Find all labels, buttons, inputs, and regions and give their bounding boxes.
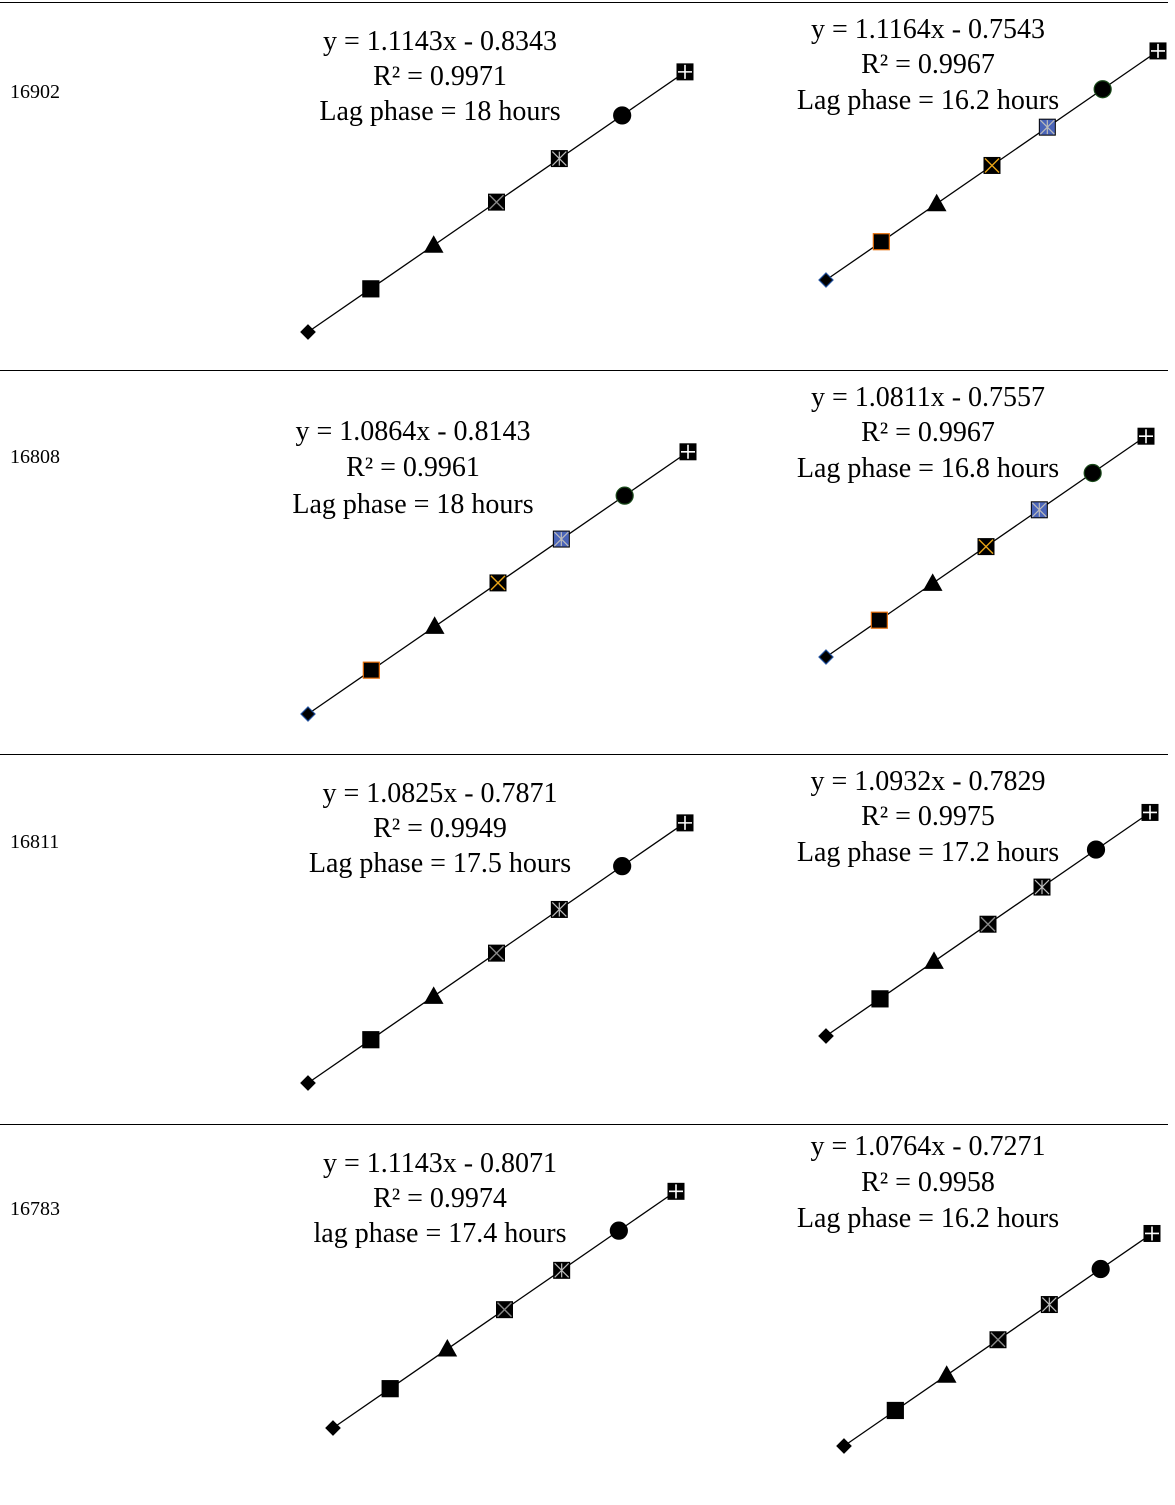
data-point-square — [362, 661, 380, 679]
data-point-square — [871, 990, 889, 1008]
data-point-x-square — [489, 574, 507, 592]
lag-phase-label: lag phase = 17.4 hours — [314, 1218, 567, 1249]
data-point-triangle — [936, 1365, 957, 1383]
data-point-x-square — [977, 538, 995, 556]
regression-equation: y = 1.1143x - 0.8071 — [323, 1148, 557, 1179]
data-point-square — [381, 1380, 399, 1398]
data-point-plus-square — [679, 443, 697, 461]
data-point-x-square — [496, 1301, 513, 1319]
data-point-circle — [609, 1221, 628, 1240]
regression-panel: y = 1.0932x - 0.7829 R² = 0.9975 Lag phase… — [797, 766, 1159, 1044]
r-squared-value: R² = 0.9949 — [373, 813, 507, 844]
r-squared-value: R² = 0.9975 — [861, 801, 995, 832]
data-point-plus-square — [1141, 803, 1159, 821]
lag-phase-label: Lag phase = 18 hours — [319, 96, 560, 127]
data-point-diamond — [836, 1438, 852, 1454]
lag-phase-label: Lag phase = 17.2 hours — [797, 837, 1059, 868]
regression-panel: y = 1.1164x - 0.7543 R² = 0.9967 Lag phase… — [797, 14, 1167, 288]
r-squared-value: R² = 0.9974 — [373, 1183, 507, 1214]
data-point-x-square — [488, 193, 505, 211]
data-point-triangle — [922, 573, 943, 591]
data-point-diamond — [818, 1028, 834, 1044]
data-point-square — [870, 611, 888, 629]
row-label: 16811 — [10, 831, 60, 853]
row-label: 16808 — [10, 446, 60, 468]
row-label: 16902 — [10, 81, 60, 103]
data-point-plus-square — [1149, 42, 1167, 60]
regression-panel: y = 1.0825x - 0.7871 R² = 0.9949 Lag phase… — [300, 778, 694, 1091]
data-point-circle — [1093, 80, 1112, 99]
regression-panel: y = 1.0764x - 0.7271 R² = 0.9958 Lag phase… — [797, 1131, 1161, 1454]
data-point-x-square — [983, 156, 1001, 174]
lag-phase-label: Lag phase = 16.2 hours — [797, 1203, 1059, 1234]
lag-phase-label: Lag phase = 17.5 hours — [309, 848, 571, 879]
data-point-triangle — [423, 986, 444, 1004]
regression-equation: y = 1.0825x - 0.7871 — [322, 778, 557, 809]
regression-equation: y = 1.1164x - 0.7543 — [811, 14, 1045, 45]
data-point-triangle — [437, 1338, 458, 1357]
regression-panel: y = 1.1143x - 0.8071 R² = 0.9974 lag phase… — [314, 1148, 685, 1436]
r-squared-value: R² = 0.9971 — [373, 61, 507, 92]
row-label: 16783 — [10, 1198, 60, 1220]
data-point-plus-square — [676, 814, 694, 832]
row-divider — [0, 370, 1168, 371]
data-point-diamond — [300, 324, 316, 340]
data-point-plus-square — [1137, 427, 1155, 445]
row-divider — [0, 2, 1168, 3]
r-squared-value: R² = 0.9958 — [861, 1167, 995, 1198]
data-point-diamond — [300, 706, 316, 722]
row-divider — [0, 1124, 1168, 1125]
data-point-triangle — [424, 616, 445, 634]
data-point-triangle — [423, 235, 444, 253]
data-point-star-square — [550, 900, 568, 918]
data-point-plus-square — [667, 1182, 685, 1200]
data-point-star-square — [1030, 501, 1048, 519]
r-squared-value: R² = 0.9961 — [346, 452, 480, 483]
data-point-circle — [1091, 1259, 1110, 1279]
lag-phase-label: Lag phase = 16.8 hours — [797, 453, 1059, 484]
regression-panel: y = 1.0811x - 0.7557 R² = 0.9967 Lag phase… — [797, 382, 1155, 665]
data-point-plus-square — [1143, 1224, 1161, 1242]
r-squared-value: R² = 0.9967 — [861, 49, 995, 80]
data-point-triangle — [924, 951, 944, 969]
r-squared-value: R² = 0.9967 — [861, 417, 995, 448]
regression-equation: y = 1.0764x - 0.7271 — [810, 1131, 1045, 1162]
data-point-star-square — [1033, 878, 1051, 896]
regression-panel: y = 1.1143x - 0.8343 R² = 0.9971 Lag phase… — [300, 26, 694, 340]
data-point-circle — [1083, 463, 1102, 483]
data-point-circle — [613, 857, 632, 876]
lag-phase-label: Lag phase = 18 hours — [292, 489, 533, 520]
data-point-diamond — [300, 1075, 316, 1091]
regression-equation: y = 1.0864x - 0.8143 — [295, 416, 530, 447]
data-point-star-square — [1038, 118, 1056, 136]
data-point-circle — [613, 106, 632, 125]
data-point-diamond — [325, 1420, 341, 1436]
data-point-plus-square — [676, 63, 694, 81]
data-point-star-square — [552, 530, 570, 548]
data-point-star-square — [550, 150, 568, 168]
data-point-x-square — [488, 944, 505, 962]
data-point-square — [362, 1031, 380, 1049]
data-point-star-square — [1040, 1296, 1058, 1314]
regression-equation: y = 1.0811x - 0.7557 — [811, 382, 1045, 413]
lag-phase-label: Lag phase = 16.2 hours — [797, 85, 1059, 116]
regression-equation: y = 1.0932x - 0.7829 — [810, 766, 1045, 797]
data-point-square — [362, 280, 380, 298]
data-point-triangle — [926, 193, 947, 212]
regression-panel: y = 1.0864x - 0.8143 R² = 0.9961 Lag phase… — [292, 416, 697, 722]
data-point-star-square — [553, 1261, 571, 1279]
data-point-diamond — [818, 649, 834, 665]
data-point-square — [872, 233, 890, 251]
regression-equation: y = 1.1143x - 0.8343 — [323, 26, 557, 57]
data-point-circle — [1086, 840, 1106, 859]
row-divider — [0, 754, 1168, 755]
data-point-square — [886, 1401, 904, 1420]
data-point-x-square — [989, 1331, 1007, 1349]
data-point-x-square — [979, 915, 997, 933]
data-point-circle — [615, 486, 634, 505]
data-point-diamond — [818, 272, 834, 288]
